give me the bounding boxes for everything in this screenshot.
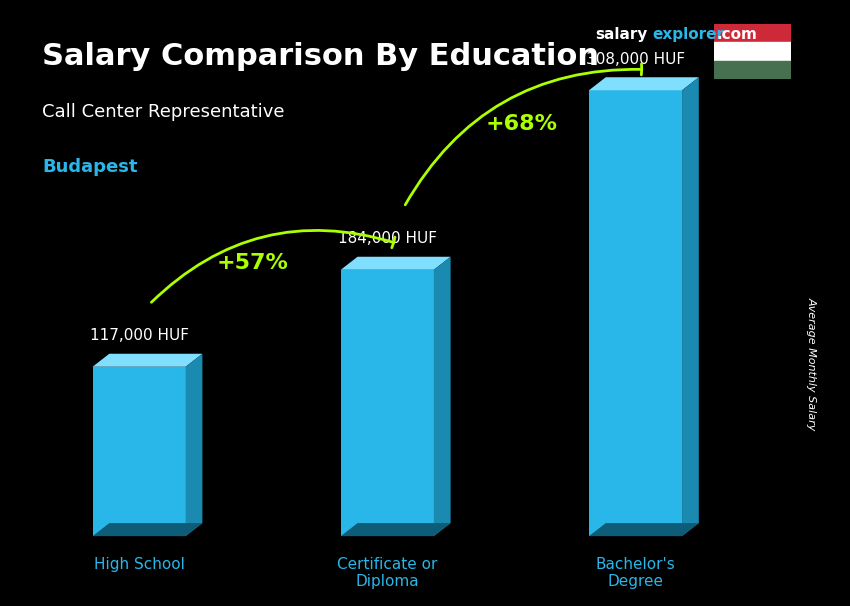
Polygon shape: [93, 354, 202, 367]
Text: explorer: explorer: [653, 27, 725, 42]
Polygon shape: [589, 90, 682, 536]
Text: 308,000 HUF: 308,000 HUF: [586, 52, 685, 67]
Text: Certificate or
Diploma: Certificate or Diploma: [337, 557, 438, 590]
Polygon shape: [93, 523, 202, 536]
Text: salary: salary: [595, 27, 648, 42]
Polygon shape: [434, 257, 450, 536]
Text: +57%: +57%: [217, 253, 289, 273]
Polygon shape: [341, 270, 434, 536]
Text: Salary Comparison By Education: Salary Comparison By Education: [42, 42, 599, 72]
Text: High School: High School: [94, 557, 184, 572]
Polygon shape: [185, 354, 202, 536]
Text: Budapest: Budapest: [42, 158, 138, 176]
Polygon shape: [341, 523, 450, 536]
Polygon shape: [589, 77, 699, 90]
Bar: [714, 61, 791, 79]
Text: +68%: +68%: [485, 114, 558, 134]
Polygon shape: [93, 367, 185, 536]
Bar: [714, 42, 791, 61]
Text: 184,000 HUF: 184,000 HUF: [337, 231, 437, 246]
Text: 117,000 HUF: 117,000 HUF: [89, 328, 189, 344]
Polygon shape: [589, 523, 699, 536]
Bar: [714, 24, 791, 42]
Text: .com: .com: [717, 27, 757, 42]
Text: Call Center Representative: Call Center Representative: [42, 103, 285, 121]
Text: Average Monthly Salary: Average Monthly Salary: [807, 297, 817, 430]
Polygon shape: [682, 77, 699, 536]
Bar: [15, 5, 801, 109]
Polygon shape: [341, 257, 450, 270]
Text: Bachelor's
Degree: Bachelor's Degree: [596, 557, 676, 590]
